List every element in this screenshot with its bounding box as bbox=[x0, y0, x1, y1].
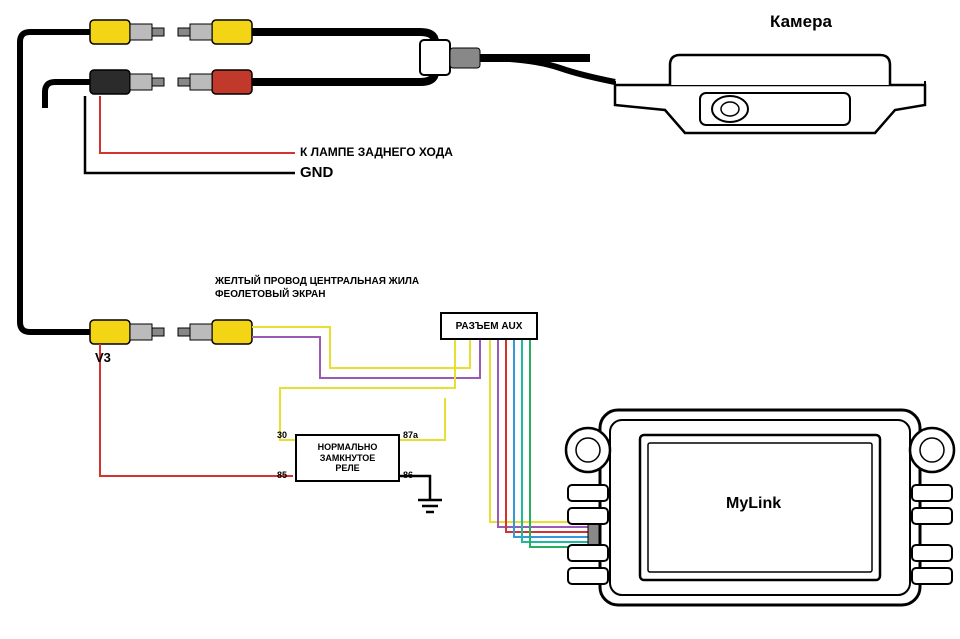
reverse-lamp-label: К ЛАМПЕ ЗАДНЕГО ХОДА bbox=[300, 145, 453, 159]
v3-label: V3 bbox=[95, 350, 111, 365]
camera-label: Камера bbox=[770, 12, 832, 32]
gnd-label: GND bbox=[300, 164, 333, 181]
pin-85-label: 85 bbox=[277, 470, 287, 480]
yellow-wire-label-1: ЖЕЛТЫЙ ПРОВОД ЦЕНТРАЛЬНАЯ ЖИЛА bbox=[215, 276, 419, 287]
rca-v3-right bbox=[178, 320, 252, 344]
mylink-label: MyLink bbox=[726, 495, 781, 513]
camera-icon bbox=[615, 55, 925, 133]
rca-yellow-top-right bbox=[178, 20, 252, 44]
aux-box: РАЗЪЕМ AUX bbox=[440, 312, 538, 340]
relay-line-1: НОРМАЛЬНО bbox=[318, 442, 378, 453]
relay-box: НОРМАЛЬНО ЗАМКНУТОЕ РЕЛЕ bbox=[295, 434, 400, 482]
pin-30-label: 30 bbox=[277, 430, 287, 440]
yellow-wire-label-2: ФЕОЛЕТОВЫЙ ЭКРАН bbox=[215, 289, 326, 300]
rca-red bbox=[178, 70, 252, 94]
relay-line-2: ЗАМКНУТОЕ bbox=[320, 453, 376, 464]
rca-black bbox=[90, 70, 164, 94]
pin-86-label: 86 bbox=[403, 470, 413, 480]
rca-v3-left bbox=[90, 320, 164, 344]
rca-yellow-top-left bbox=[90, 20, 164, 44]
pin-87a-label: 87a bbox=[403, 430, 418, 440]
relay-line-3: РЕЛЕ bbox=[335, 463, 359, 474]
aux-box-label: РАЗЪЕМ AUX bbox=[456, 321, 523, 332]
